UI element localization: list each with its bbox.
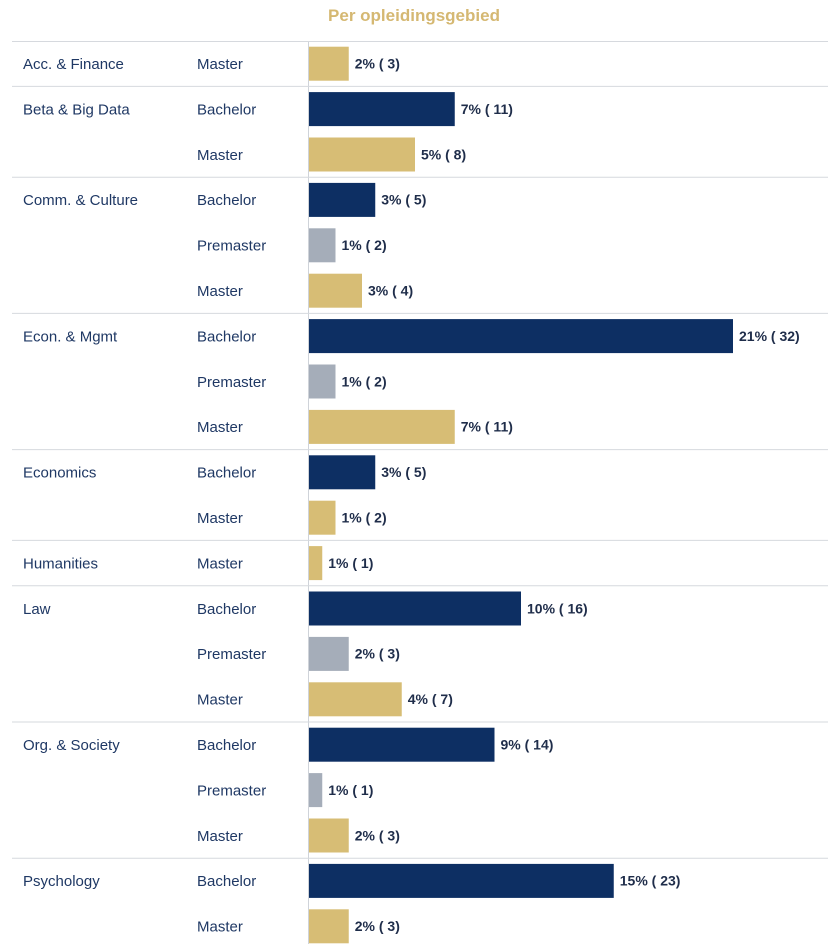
value-label: 21% ( 32)	[739, 328, 800, 344]
value-label: 1% ( 2)	[342, 237, 387, 253]
level-label: Master	[197, 56, 243, 73]
bar	[309, 364, 336, 399]
value-label: 3% ( 4)	[368, 283, 413, 299]
value-label: 2% ( 3)	[355, 918, 400, 934]
category-label: Law	[23, 601, 51, 618]
value-label: 2% ( 3)	[355, 646, 400, 662]
category-label: Comm. & Culture	[23, 192, 138, 209]
value-label: 1% ( 2)	[342, 510, 387, 526]
category-label: Beta & Big Data	[23, 101, 130, 118]
bar	[309, 863, 614, 898]
level-label: Master	[197, 828, 243, 845]
level-label: Bachelor	[197, 101, 256, 118]
value-label: 4% ( 7)	[408, 691, 453, 707]
bar	[309, 773, 323, 808]
value-label: 9% ( 14)	[501, 737, 554, 753]
bar	[309, 636, 349, 671]
level-label: Bachelor	[197, 737, 256, 754]
bar	[309, 228, 336, 263]
level-label: Master	[197, 283, 243, 300]
level-label: Premaster	[197, 782, 266, 799]
level-label: Premaster	[197, 374, 266, 391]
value-label: 1% ( 2)	[342, 373, 387, 389]
level-label: Master	[197, 419, 243, 436]
level-label: Premaster	[197, 238, 266, 255]
value-label: 15% ( 23)	[620, 873, 681, 889]
value-label: 3% ( 5)	[381, 192, 426, 208]
level-label: Premaster	[197, 646, 266, 663]
level-label: Bachelor	[197, 192, 256, 209]
category-label: Psychology	[23, 873, 100, 890]
bar	[309, 546, 323, 581]
bar	[309, 500, 336, 535]
bar	[309, 319, 733, 354]
category-label: Org. & Society	[23, 737, 120, 754]
category-label: Economics	[23, 465, 96, 482]
level-label: Master	[197, 510, 243, 527]
category-label: Humanities	[23, 555, 98, 572]
bar	[309, 455, 376, 490]
value-label: 2% ( 3)	[355, 56, 400, 72]
value-label: 1% ( 1)	[328, 555, 373, 571]
bar	[309, 727, 495, 762]
bar	[309, 273, 362, 308]
category-label: Acc. & Finance	[23, 56, 124, 73]
level-label: Master	[197, 147, 243, 164]
value-label: 2% ( 3)	[355, 827, 400, 843]
value-label: 5% ( 8)	[421, 146, 466, 162]
bar	[309, 137, 415, 172]
value-label: 1% ( 1)	[328, 782, 373, 798]
bar	[309, 46, 349, 81]
value-label: 7% ( 11)	[461, 101, 513, 117]
bar	[309, 182, 376, 217]
bar	[309, 682, 402, 717]
value-label: 10% ( 16)	[527, 600, 588, 616]
level-label: Bachelor	[197, 328, 256, 345]
level-label: Master	[197, 555, 243, 572]
bar	[309, 591, 521, 626]
bar	[309, 92, 455, 127]
level-label: Master	[197, 919, 243, 936]
bar	[309, 409, 455, 444]
bar	[309, 818, 349, 853]
level-label: Master	[197, 692, 243, 709]
value-label: 3% ( 5)	[381, 464, 426, 480]
level-label: Bachelor	[197, 465, 256, 482]
level-label: Bachelor	[197, 601, 256, 618]
bar	[309, 909, 349, 944]
category-label: Econ. & Mgmt	[23, 328, 118, 345]
chart-title: Per opleidingsgebied	[328, 6, 500, 25]
level-label: Bachelor	[197, 873, 256, 890]
value-label: 7% ( 11)	[461, 419, 513, 435]
